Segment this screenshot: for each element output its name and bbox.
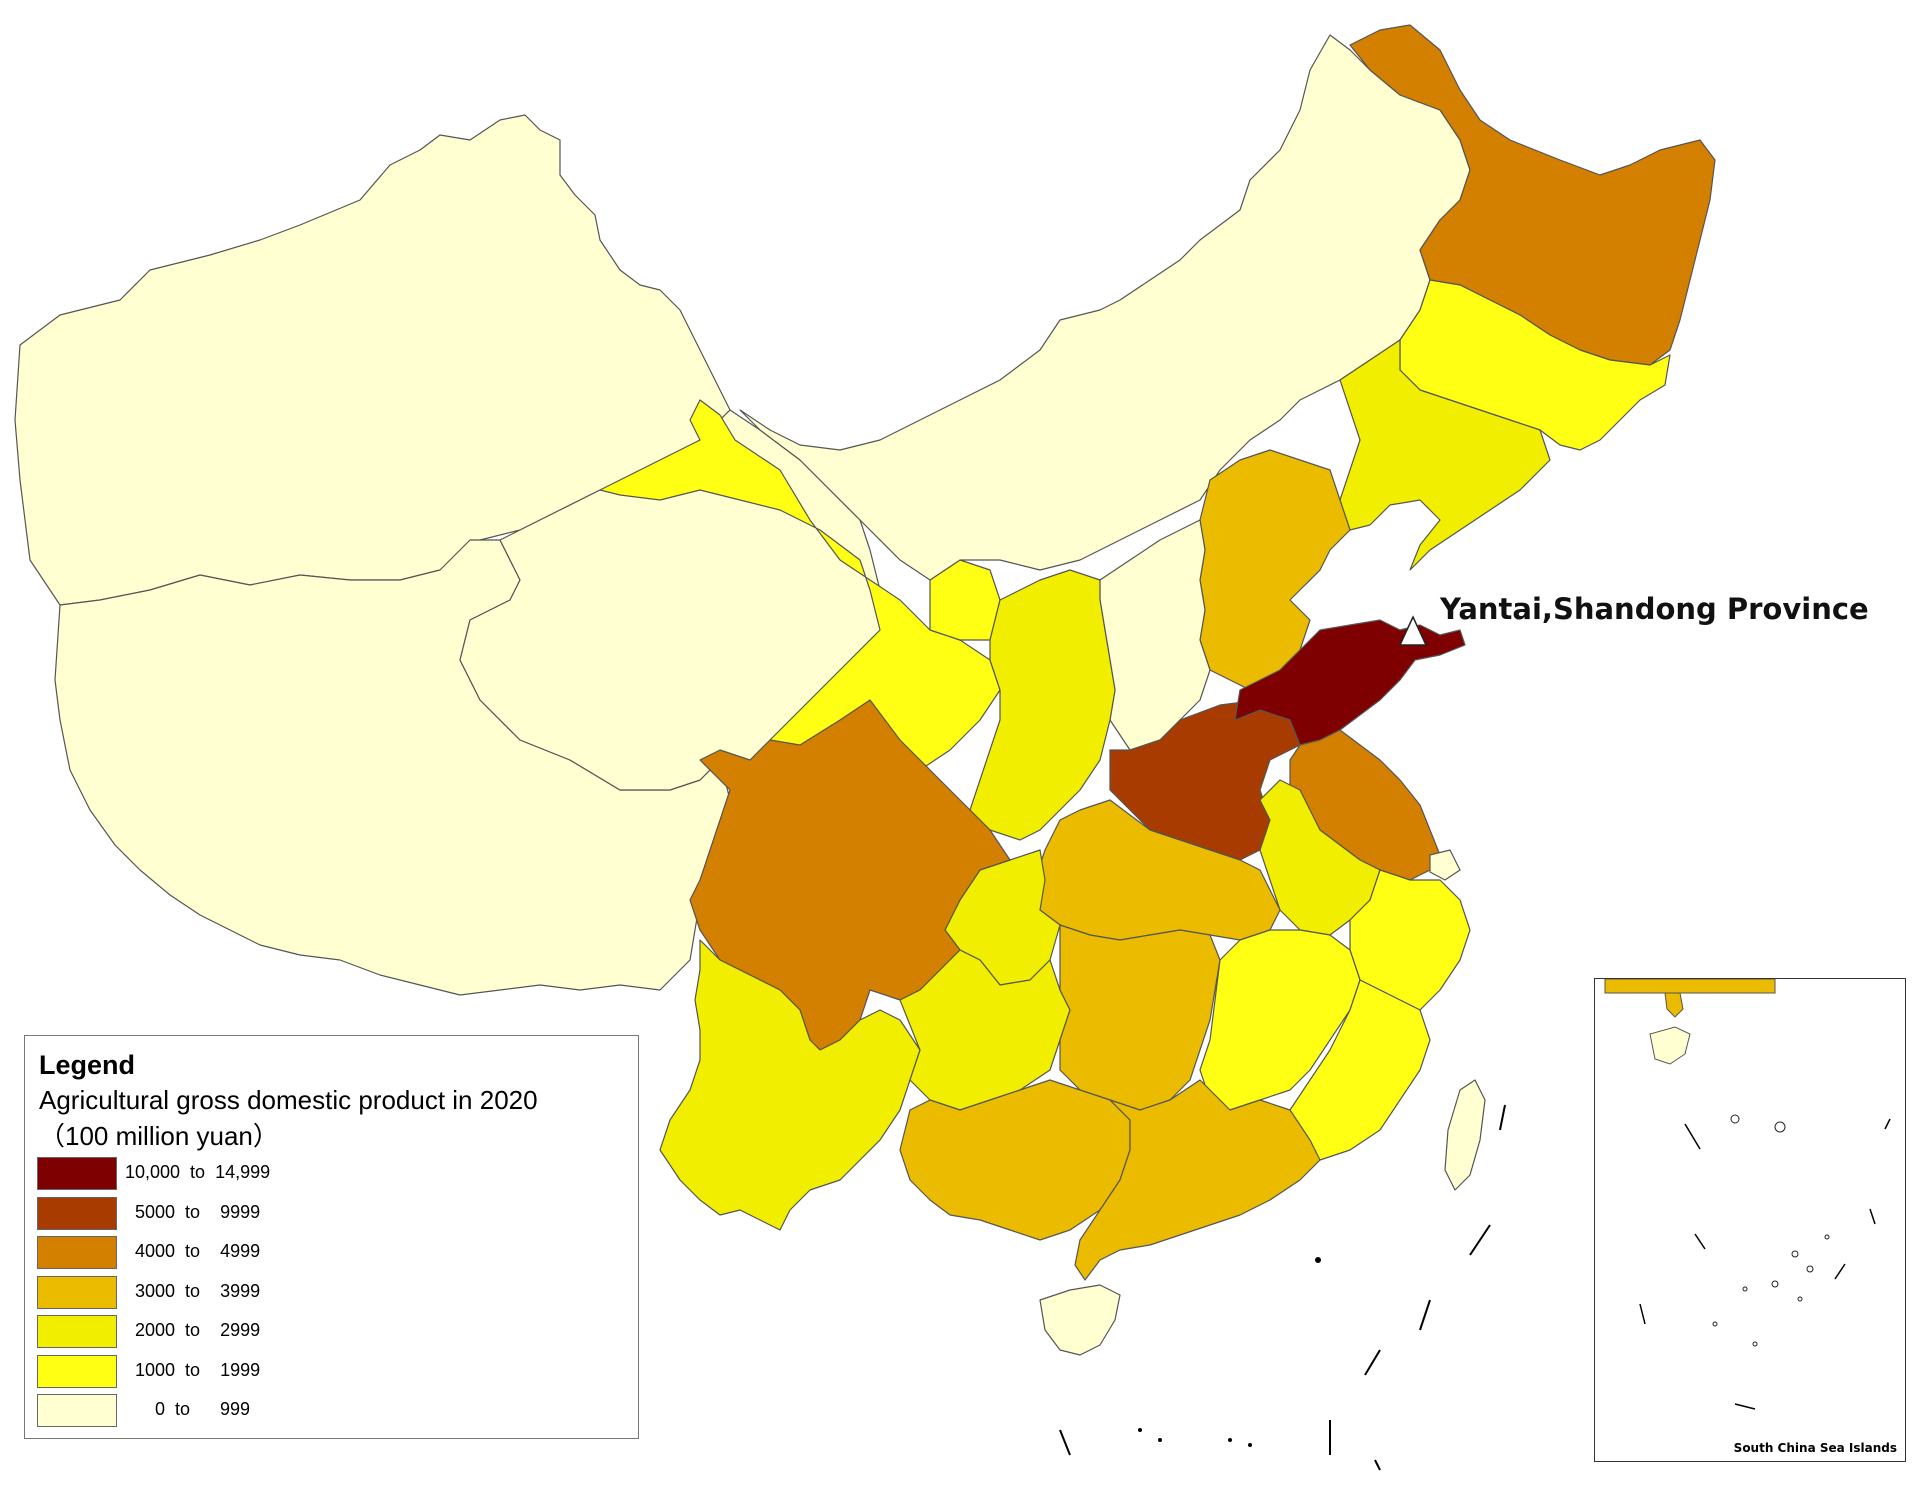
legend-swatch	[37, 1394, 117, 1427]
inset-label: South China Sea Islands	[1733, 1441, 1897, 1455]
region-taiwan	[1444, 1079, 1486, 1191]
region-hainan	[1039, 1284, 1121, 1356]
inset-map	[1604, 979, 1891, 1410]
legend-range-label: 0 to 999	[125, 1399, 251, 1419]
inset-guangdong-tip	[1664, 992, 1684, 1018]
legend-swatch	[37, 1315, 117, 1348]
region-yunnan	[659, 939, 921, 1231]
island-dots	[1138, 1257, 1321, 1447]
inset-hainan	[1649, 1026, 1691, 1065]
inset-guangdong-strip	[1604, 979, 1776, 994]
legend-range-label: 2000 to 2999	[125, 1320, 261, 1340]
region-shandong	[1234, 619, 1466, 746]
yantai-callout-label: Yantai,Shandong Province	[1440, 592, 1869, 626]
inset-islands	[1712, 1114, 1830, 1347]
south-china-sea-inset: South China Sea Islands	[1594, 978, 1906, 1462]
legend-panel: Legend Agricultural gross domestic produ…	[24, 1035, 639, 1439]
region-jiangxi	[1199, 929, 1361, 1111]
maritime-boundary-dashes	[1059, 1104, 1506, 1471]
region-hunan	[1059, 924, 1221, 1111]
legend-swatch	[37, 1354, 117, 1388]
legend-swatch	[37, 1275, 117, 1309]
region-shaanxi	[969, 569, 1116, 841]
legend-range-label: 1000 to 1999	[125, 1359, 261, 1380]
legend-range-label: 4000 to 4999	[125, 1241, 261, 1261]
legend-title: Legend	[39, 1050, 136, 1080]
legend-swatch	[37, 1196, 117, 1230]
legend-range-label: 5000 to 9999	[125, 1201, 261, 1222]
legend-range-label: 3000 to 3999	[125, 1280, 261, 1301]
legend-swatch	[37, 1236, 117, 1269]
legend-unit: （100 million yuan）	[39, 1121, 279, 1151]
inset-dashes	[1639, 1118, 1891, 1410]
region-fujian	[1289, 979, 1431, 1161]
legend-range-label: 10,000 to 14,999	[125, 1162, 271, 1182]
legend-swatch	[37, 1157, 117, 1190]
region-heilongjiang	[1349, 24, 1716, 366]
yantai-marker-triangle	[1398, 615, 1428, 646]
region-shanghai	[1429, 849, 1461, 881]
region-guangdong	[1074, 1079, 1321, 1281]
legend-subtitle: Agricultural gross domestic product in 2…	[39, 1085, 538, 1115]
